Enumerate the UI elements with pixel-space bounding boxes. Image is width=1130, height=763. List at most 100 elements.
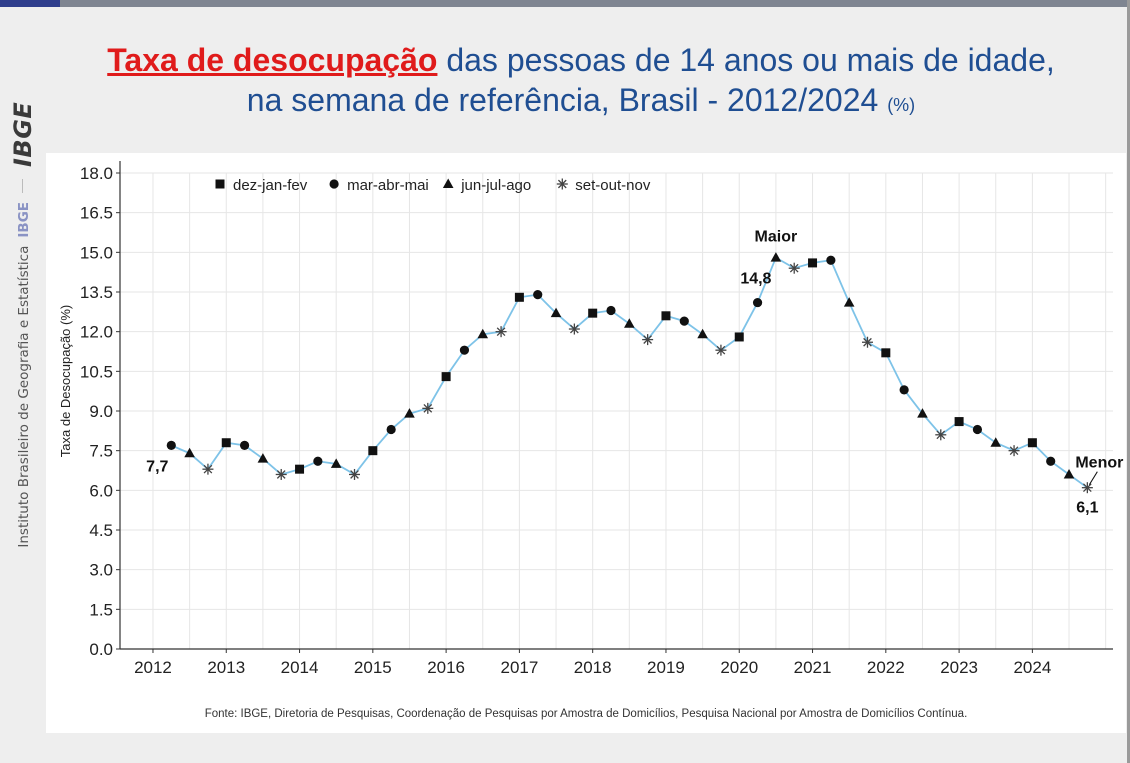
source-note: Fonte: IBGE, Diretoria de Pesquisas, Coo… <box>204 708 968 720</box>
data-point-asterisk-stroke <box>1083 483 1092 493</box>
x-tick-label: 2015 <box>354 658 392 677</box>
data-point-circle <box>166 440 176 450</box>
data-point-triangle <box>990 437 1002 447</box>
data-point-square <box>808 258 818 268</box>
data-point-asterisk <box>935 429 947 441</box>
annotation-label: Menor <box>1075 455 1123 472</box>
data-point-triangle <box>550 307 562 318</box>
legend-marker-square <box>215 179 225 189</box>
title-line-2: na semana de referência, Brasil - 2012/2… <box>56 80 1106 125</box>
legend-marker-asterisk-stroke <box>557 179 567 189</box>
data-point-circle <box>752 297 763 308</box>
legend-label: dez-jan-fev <box>233 177 308 194</box>
legend-label: mar-abr-mai <box>347 177 429 194</box>
y-tick-label: 13.5 <box>80 283 113 302</box>
data-point-circle <box>899 385 909 395</box>
legend-label: set-out-nov <box>575 177 651 194</box>
x-tick-label: 2012 <box>134 658 172 677</box>
y-tick-label: 12.0 <box>80 323 113 342</box>
data-point-circle <box>533 290 543 300</box>
title-line2-text: na semana de referência, Brasil - 2012/2… <box>246 82 879 118</box>
x-tick-label: 2019 <box>647 658 685 677</box>
title-highlight: Taxa de desocupação <box>107 42 438 78</box>
data-point-square <box>514 292 524 302</box>
data-point-asterisk-stroke <box>716 345 726 355</box>
data-point-asterisk <box>715 344 727 356</box>
slide-title: Taxa de desocupação das pessoas de 14 an… <box>56 40 1106 125</box>
data-point-square <box>441 372 451 382</box>
data-point-asterisk <box>275 468 287 480</box>
data-point-circle <box>679 316 689 326</box>
x-tick-label: 2013 <box>207 658 245 677</box>
data-point-asterisk-stroke <box>936 430 946 440</box>
x-tick-label: 2018 <box>574 658 612 677</box>
data-point-square <box>881 348 891 358</box>
data-point-circle <box>826 255 836 265</box>
data-point-triangle <box>624 318 635 328</box>
y-tick-label: 18.0 <box>80 164 113 183</box>
data-point-asterisk-stroke <box>276 470 286 479</box>
data-point-circle <box>239 440 250 450</box>
x-tick-label: 2022 <box>867 658 905 677</box>
data-point-asterisk-stroke <box>863 337 872 347</box>
y-tick-label: 1.5 <box>89 600 113 619</box>
data-point-square <box>954 417 964 427</box>
institution-label: Instituto Brasileiro de Geografia e Esta… <box>12 202 36 562</box>
data-point-asterisk-stroke <box>423 404 433 413</box>
chart-panel: 0.0 1.5 3.0 4.5 6.0 7.5 9.0 10.5 12.0 13.5 15.0 16.… <box>46 153 1126 733</box>
annotation-pointer <box>1088 471 1098 485</box>
data-point-asterisk-stroke <box>496 327 506 337</box>
data-point-square <box>1027 438 1037 448</box>
data-point-asterisk <box>1008 445 1020 457</box>
data-point-triangle <box>770 252 782 262</box>
data-point-asterisk <box>422 402 434 414</box>
y-tick-label: 4.5 <box>89 521 113 540</box>
title-unit: (%) <box>887 95 916 115</box>
data-point-triangle <box>843 297 855 307</box>
unemployment-chart: 0.0 1.5 3.0 4.5 6.0 7.5 9.0 10.5 12.0 13.5 15.0 16.… <box>58 161 1123 677</box>
y-tick-label: 16.5 <box>80 204 113 223</box>
institution-name: Instituto Brasileiro de Geografia e Esta… <box>16 245 32 548</box>
data-point-asterisk-stroke <box>203 464 213 474</box>
annotation-label: 6,1 <box>1076 500 1098 517</box>
x-tick-label: 2014 <box>281 658 319 677</box>
data-point-triangle <box>404 408 415 418</box>
data-point-circle <box>313 456 323 466</box>
data-point-asterisk <box>1081 482 1093 494</box>
data-point-asterisk <box>788 262 800 274</box>
top-bar <box>0 0 1130 7</box>
data-point-circle <box>386 424 396 435</box>
data-point-square <box>588 308 598 318</box>
x-tick-label: 2016 <box>427 658 465 677</box>
ibge-logo: IBGE <box>5 47 41 167</box>
data-point-asterisk <box>495 326 507 338</box>
data-point-square <box>661 311 671 321</box>
annotation-label: 7,7 <box>146 458 168 475</box>
data-point-asterisk-stroke <box>350 470 359 479</box>
annotation-label: Maior <box>755 229 798 246</box>
y-tick-label: 7.5 <box>89 442 113 461</box>
data-point-asterisk-stroke <box>789 263 799 273</box>
sidebar: IBGE Instituto Brasileiro de Geografia e… <box>0 7 46 763</box>
data-point-triangle <box>1063 468 1075 479</box>
annotation-label: 14,8 <box>740 271 771 288</box>
ibge-logo-text: IBGE <box>9 101 37 167</box>
data-point-triangle <box>257 453 269 463</box>
data-point-triangle <box>917 408 928 418</box>
data-point-square <box>221 438 231 448</box>
y-axis-label: Taxa de Desocupação (%) <box>58 305 73 457</box>
data-point-asterisk-stroke <box>570 324 579 334</box>
data-point-square <box>295 464 305 474</box>
y-tick-label: 0.0 <box>89 640 113 659</box>
x-tick-label: 2017 <box>500 658 538 677</box>
legend-marker-circle <box>329 179 339 189</box>
x-tick-label: 2020 <box>720 658 758 677</box>
data-point-asterisk <box>861 336 873 348</box>
title-rest: das pessoas de 14 anos ou mais de idade, <box>437 42 1055 78</box>
right-edge <box>1127 0 1130 763</box>
data-point-triangle <box>697 328 708 339</box>
y-tick-label: 10.5 <box>80 362 113 381</box>
y-tick-label: 9.0 <box>89 402 113 421</box>
data-point-asterisk <box>568 323 580 335</box>
legend-marker-triangle <box>442 178 454 188</box>
